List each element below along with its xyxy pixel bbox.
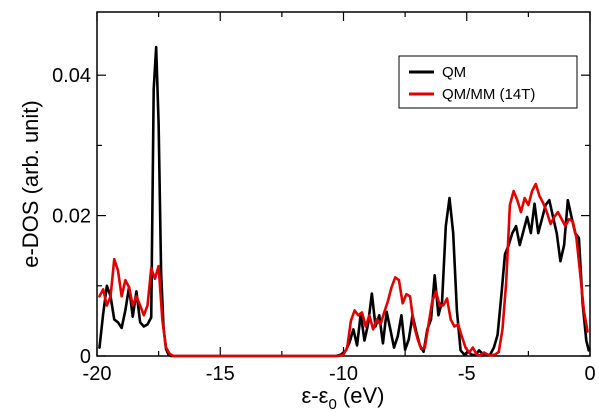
y-axis-title: e-DOS (arb. unit) — [18, 100, 43, 268]
legend-label-qmmm: QM/MM (14T) — [442, 86, 535, 103]
x-axis-title-main: ε-ε — [302, 383, 329, 408]
x-tick-label: -15 — [206, 363, 235, 385]
legend-box — [398, 55, 578, 109]
tick-labels: -20 -15 -10 -5 0 0 0.02 0.04 — [52, 65, 596, 385]
x-tick-label: -10 — [329, 363, 358, 385]
x-tick-label: -5 — [458, 363, 476, 385]
series-line-qmmm — [98, 182, 589, 358]
x-tick-label: -20 — [83, 363, 112, 385]
x-axis-title: ε-ε0 (eV) — [302, 383, 385, 412]
y-tick-label: 0.02 — [52, 206, 91, 228]
legend: QM QM/MM (14T) — [398, 55, 578, 109]
y-tick-label: 0.04 — [52, 65, 91, 87]
x-axis-title-unit: (eV) — [337, 383, 385, 408]
x-tick-label: 0 — [584, 363, 595, 385]
x-axis-title-subscript: 0 — [328, 396, 336, 412]
legend-label-qm: QM — [442, 64, 466, 81]
series-layer — [98, 45, 591, 358]
y-tick-label: 0 — [80, 346, 91, 368]
